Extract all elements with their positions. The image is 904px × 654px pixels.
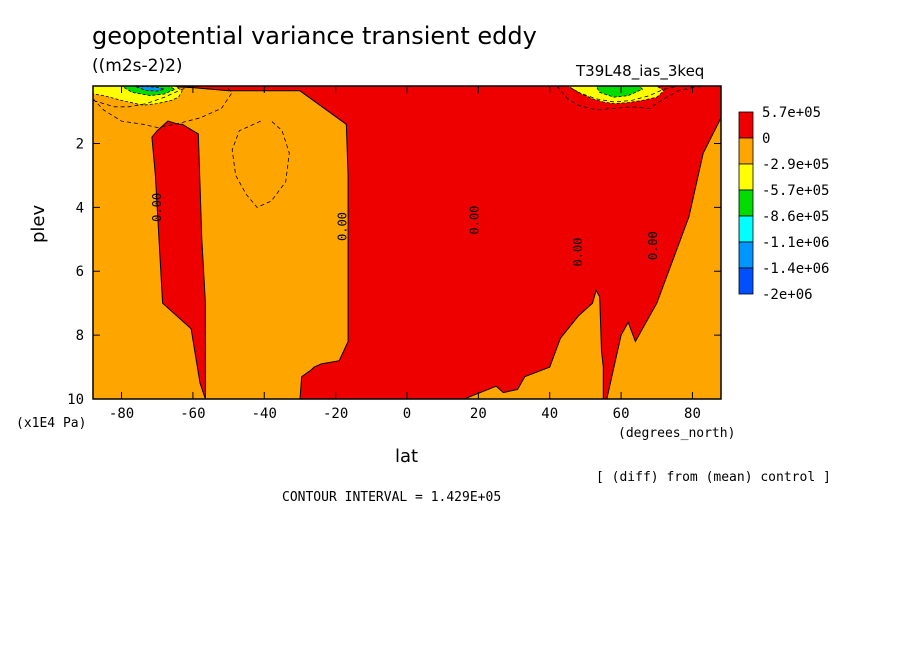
legend-swatch (738, 267, 754, 295)
axis-ticks: -80 -60 -40 -20 0 20 40 60 80 2 4 6 8 10 (67, 86, 721, 422)
zero-contour-label: 0.00 (646, 231, 660, 260)
contour-fills (92, 85, 722, 400)
legend-swatch (738, 163, 754, 191)
legend-swatch (738, 215, 754, 243)
zero-contour-label: 0.00 (150, 193, 164, 222)
legend-label: -2e+06 (762, 287, 813, 303)
diff-note: [ (diff) from (mean) control ] (596, 470, 831, 485)
legend-label: -8.6e+05 (762, 209, 829, 225)
units-label: ((m2s-2)2) (92, 56, 183, 76)
x-tick-label: 60 (613, 406, 630, 422)
legend-swatch (738, 111, 754, 139)
color-legend: 5.7e+05 0 -2.9e+05 -5.7e+05 -8.6e+05 -1.1e+06… (738, 105, 829, 303)
x-axis-title: lat (395, 446, 419, 467)
contour-interval: CONTOUR INTERVAL = 1.429E+05 (282, 490, 502, 505)
x-tick-label: -60 (180, 406, 205, 422)
legend-swatch (738, 241, 754, 269)
positive-region-southern-polar-column (151, 120, 206, 400)
y-tick-label: 6 (76, 264, 84, 280)
positive-region-tropical-column (92, 85, 722, 400)
zero-contour-label: 0.00 (335, 212, 349, 241)
legend-label: -2.9e+05 (762, 157, 829, 173)
x-units-label: (degrees_north) (618, 426, 736, 441)
y-axis-title: plev (28, 204, 49, 243)
legend-swatch (738, 137, 754, 165)
dashed-contour-mid-latitude-closed (231, 120, 290, 208)
legend-label: 0 (762, 131, 770, 147)
legend-label: 5.7e+05 (762, 105, 821, 121)
y-tick-label: 2 (76, 136, 84, 152)
y-tick-label: 8 (76, 328, 84, 344)
chart-title: geopotential variance transient eddy (92, 22, 537, 50)
x-tick-label: 20 (470, 406, 487, 422)
zero-contour-label: 0.00 (571, 238, 585, 267)
y-scale-label: (x1E4 Pa) (16, 416, 87, 431)
negative-region-northern-upper-core (595, 85, 644, 98)
zero-contour-label: 0.00 (467, 206, 481, 235)
legend-swatch (738, 189, 754, 217)
legend-label: -1.4e+06 (762, 261, 829, 277)
legend-label: -5.7e+05 (762, 183, 829, 199)
x-tick-label: -80 (109, 406, 134, 422)
legend-label: -1.1e+06 (762, 235, 829, 251)
contour-labels: 0.00 0.00 0.00 0.00 0.00 (150, 193, 660, 267)
run-label: T39L48_ias_3keq (576, 62, 705, 80)
x-tick-label: 0 (403, 406, 411, 422)
x-tick-label: -20 (323, 406, 348, 422)
x-tick-label: -40 (252, 406, 277, 422)
y-tick-label: 4 (76, 200, 84, 216)
x-tick-label: 40 (541, 406, 558, 422)
x-tick-label: 80 (684, 406, 701, 422)
y-tick-label: 10 (67, 392, 84, 408)
